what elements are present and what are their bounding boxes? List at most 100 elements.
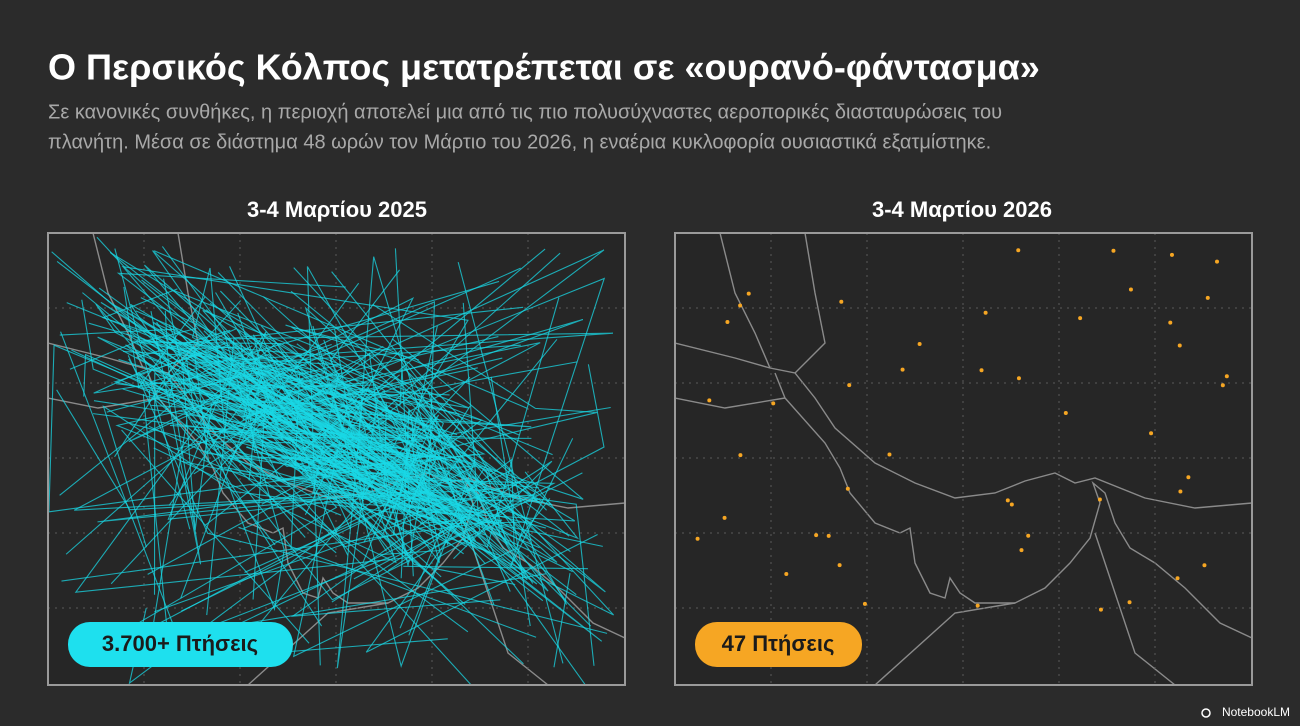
flight-track: [56, 261, 520, 504]
flight-track: [289, 401, 431, 500]
flight-dot: [1005, 498, 1010, 503]
flight-track: [193, 428, 486, 516]
flight-dot: [887, 452, 892, 457]
flight-track: [232, 344, 521, 415]
flight-dot: [707, 398, 712, 403]
flight-dot: [1009, 502, 1014, 507]
panel-frame: [47, 232, 626, 686]
flight-track: [399, 358, 567, 602]
flight-track: [150, 310, 202, 565]
flight-track: [93, 328, 285, 394]
badge: [695, 622, 862, 667]
flight-track: [398, 325, 438, 500]
flight-dot: [695, 536, 700, 541]
flight-dot: [979, 368, 984, 373]
flight-track: [193, 249, 605, 475]
flight-dot: [1111, 248, 1116, 253]
flight-track: [403, 565, 588, 570]
flight-track: [394, 248, 414, 577]
flight-track: [261, 436, 388, 505]
flight-dot: [826, 533, 831, 538]
map-2025: [48, 233, 625, 685]
flight-track: [257, 443, 540, 511]
flight-track: [296, 343, 394, 414]
flight-dot: [983, 310, 988, 315]
flight-track: [402, 402, 483, 486]
flight-dot: [847, 383, 852, 388]
flight-track: [121, 429, 310, 644]
flight-track: [61, 519, 503, 582]
flight-track: [361, 361, 578, 468]
flight-dot: [917, 342, 922, 347]
flight-track: [95, 303, 290, 471]
flight-dot: [1220, 383, 1225, 388]
flight-track: [167, 355, 427, 573]
subtitle: πλανήτη. Μέσα σε διάστημα 48 ωρών τον Μά…: [48, 131, 991, 153]
flight-dot: [900, 367, 905, 372]
badge: [68, 622, 293, 667]
flight-track: [140, 297, 447, 446]
flight-track: [312, 325, 342, 424]
flight-track: [450, 466, 486, 521]
flight-track: [553, 573, 571, 668]
flight-track: [255, 342, 541, 414]
flight-dot: [1097, 497, 1102, 502]
badge-text: 3.700+ Πτήσεις: [102, 631, 258, 656]
flight-track: [110, 377, 304, 585]
flight-dot: [1016, 376, 1021, 381]
flight-dot: [814, 533, 819, 538]
flight-track: [314, 252, 561, 473]
flight-track: [252, 444, 556, 548]
flight-track: [229, 266, 351, 530]
flight-track: [321, 303, 598, 479]
flight-dot: [1205, 295, 1210, 300]
flight-track: [331, 460, 553, 603]
flight-dot: [1178, 489, 1183, 494]
flight-dot: [839, 299, 844, 304]
flight-dot: [1224, 374, 1229, 379]
flight-track: [243, 333, 491, 488]
brand-icon: [1201, 708, 1211, 718]
flight-track: [186, 381, 411, 510]
flight-track: [121, 265, 469, 495]
flight-dot: [1078, 316, 1083, 321]
title: Ο Περσικός Κόλπος μετατρέπεται σε «ουραν…: [48, 47, 1040, 88]
flight-track: [280, 370, 486, 503]
flight-track: [193, 349, 321, 455]
flight-track: [407, 418, 568, 605]
flight-dot: [845, 486, 850, 491]
flight-track: [290, 458, 515, 617]
flight-dot: [862, 601, 867, 606]
flight-dot: [1098, 607, 1103, 612]
flight-track: [200, 412, 541, 548]
subtitle: Σε κανονικές συνθήκες, η περιοχή αποτελε…: [48, 101, 1002, 123]
flight-track: [193, 342, 339, 469]
flight-track: [229, 429, 420, 482]
flight-dot: [1177, 343, 1182, 348]
flight-track: [122, 388, 415, 477]
panel-title: 3-4 Μαρτίου 2025: [247, 197, 427, 222]
flight-track: [293, 476, 420, 508]
flight-track: [118, 358, 442, 461]
flight-track: [137, 354, 276, 546]
flight-dot: [1019, 548, 1024, 553]
flight-dot: [722, 515, 727, 520]
flight-dot: [738, 453, 743, 458]
flight-track: [238, 526, 537, 638]
map-2026: [675, 233, 1252, 685]
flight-dot: [1215, 259, 1220, 264]
flight-track: [400, 408, 442, 636]
panel-frame: [674, 232, 1253, 686]
flight-track: [153, 401, 397, 564]
flight-track: [114, 278, 180, 458]
flight-track: [176, 372, 261, 474]
flight-dot: [771, 401, 776, 406]
flight-dot: [1168, 320, 1173, 325]
flight-dot: [784, 572, 789, 577]
flight-dot: [1063, 410, 1068, 415]
flight-track: [102, 405, 448, 548]
flight-track: [249, 282, 387, 504]
flight-dot: [1026, 533, 1031, 538]
flight-dot: [746, 291, 751, 296]
